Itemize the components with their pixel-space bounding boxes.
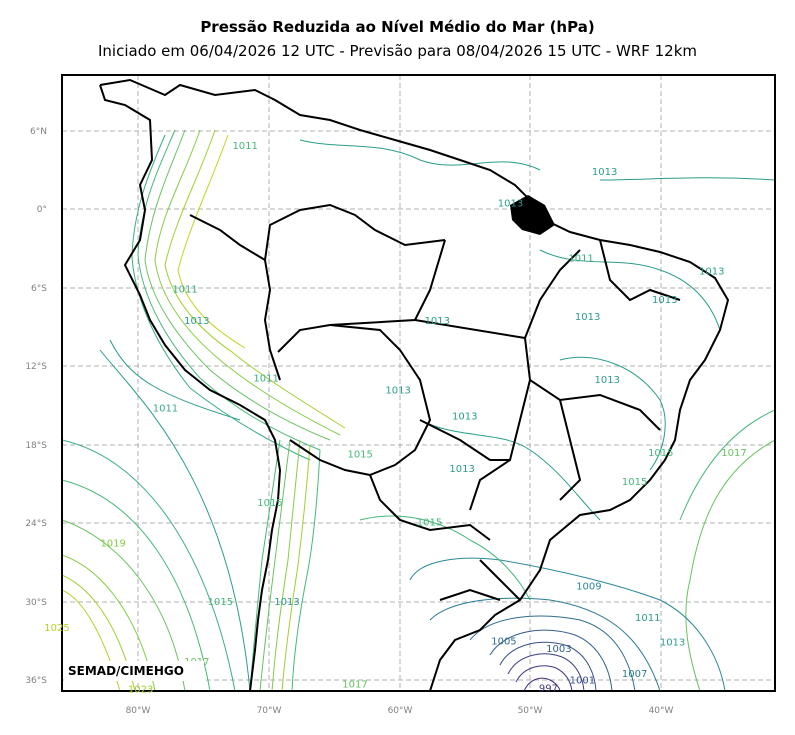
contour-label: 1013 <box>652 295 677 306</box>
contour-label: 1019 <box>100 538 125 549</box>
lon-tick: 80°W <box>126 706 151 716</box>
contour-label: 1007 <box>622 669 647 680</box>
contour-label: 1013 <box>452 412 477 423</box>
contour-label: 1015 <box>208 597 233 608</box>
contour-label: 1013 <box>699 266 724 277</box>
contour-labels: 1011 1013 1013 1011 1013 1013 1011 1013 1013 1013… <box>44 141 746 696</box>
contour-label: 1011 <box>172 285 197 296</box>
contour-label: 1013 <box>385 385 410 396</box>
contour-label: 1015 <box>648 448 673 459</box>
contour-label: 1015 <box>417 517 442 528</box>
contour-label: 1025 <box>44 623 69 634</box>
contour-label: 1013 <box>449 464 474 475</box>
lat-tick: 24°S <box>25 519 47 529</box>
contour-label: 1013 <box>498 198 523 209</box>
country-borders <box>99 78 730 691</box>
contour-label: 1011 <box>635 613 660 624</box>
map-frame <box>61 74 776 692</box>
contour-label: 1011 <box>153 404 178 415</box>
contour-label: 1013 <box>575 312 600 323</box>
contour-label: 1015 <box>347 449 372 460</box>
contour-label: 1013 <box>425 316 450 327</box>
contour-label: 1003 <box>546 644 571 655</box>
lat-tick: 6°N <box>30 127 47 137</box>
lat-tick: 12°S <box>25 362 47 372</box>
lon-tick: 50°W <box>518 706 543 716</box>
contour-label: 1005 <box>491 636 516 647</box>
lat-tick: 18°S <box>25 441 47 451</box>
lon-tick: 70°W <box>257 706 282 716</box>
lon-tick: 40°W <box>649 706 674 716</box>
contour-label: 1013 <box>184 316 209 327</box>
contour-label: 1013 <box>592 167 617 178</box>
lat-tick: 0° <box>37 205 47 215</box>
lat-tick: 36°S <box>25 676 47 686</box>
contour-label: 1011 <box>568 253 593 264</box>
credit-background <box>64 661 204 681</box>
contour-label: 1017 <box>721 448 746 459</box>
contour-label: 1023 <box>128 685 153 696</box>
longitude-axis: 80°W 70°W 60°W 50°W 40°W <box>126 706 674 716</box>
map-subtitle: Iniciado em 06/04/2026 12 UTC - Previsão… <box>97 42 698 60</box>
contour-label: 1013 <box>594 375 619 386</box>
contour-label: 1011 <box>253 374 278 385</box>
lat-tick: 6°S <box>31 284 47 294</box>
contour-label: 1011 <box>232 141 257 152</box>
credit-text: SEMAD/CIMEHGO <box>68 664 184 678</box>
contour-label: 1015 <box>622 477 647 488</box>
contour-label: 1009 <box>576 581 601 592</box>
amazon-delta <box>510 195 555 235</box>
lon-tick: 60°W <box>388 706 413 716</box>
contour-label: 997 <box>539 683 558 694</box>
contour-label: 1015 <box>257 498 282 509</box>
contour-label: 1001 <box>570 676 595 687</box>
lat-tick: 30°S <box>25 598 47 608</box>
latitude-axis: 6°N 0° 6°S 12°S 18°S 24°S 30°S 36°S <box>25 127 47 686</box>
contour-label: 1017 <box>342 679 367 690</box>
graticule <box>62 75 775 691</box>
contour-label: 1013 <box>660 638 685 649</box>
map-title: Pressão Reduzida ao Nível Médio do Mar (… <box>200 18 595 36</box>
contour-label: 1013 <box>274 597 299 608</box>
